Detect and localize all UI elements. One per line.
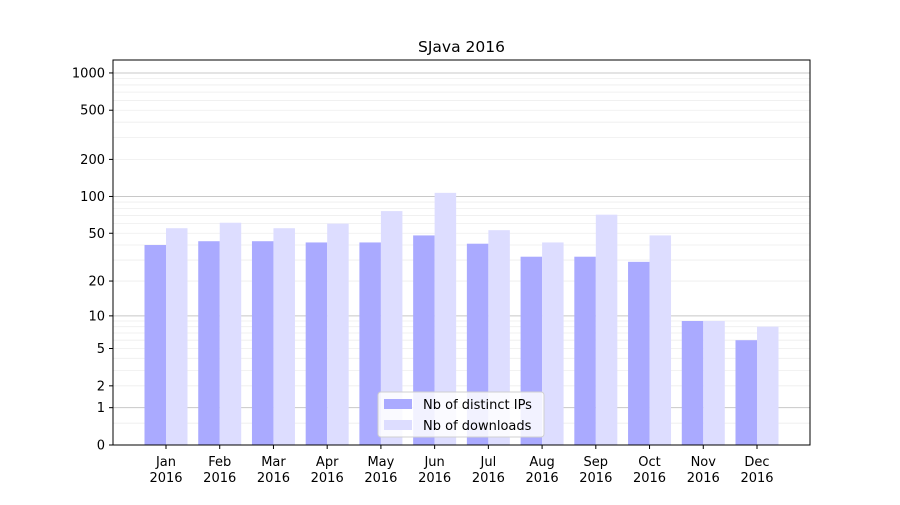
y-tick-label: 100 bbox=[80, 190, 105, 205]
y-tick-label: 50 bbox=[88, 227, 105, 242]
bar-downloads bbox=[703, 321, 725, 445]
x-tick-label: Jul 2016 bbox=[472, 455, 505, 486]
bar-downloads bbox=[434, 192, 457, 445]
y-tick-label: 5 bbox=[97, 342, 105, 357]
x-tick-label: Jun 2016 bbox=[418, 455, 451, 486]
y-tick-label: 500 bbox=[80, 104, 105, 119]
chart-title: SJava 2016 bbox=[418, 38, 505, 56]
bar-downloads bbox=[488, 230, 510, 445]
x-tick-label: Sep 2016 bbox=[579, 455, 612, 486]
x-tick-label: Oct 2016 bbox=[633, 455, 666, 486]
bar-downloads bbox=[327, 223, 349, 445]
plot-frame bbox=[112, 59, 811, 446]
bar-downloads bbox=[166, 228, 188, 445]
x-tick-label: Mar 2016 bbox=[257, 455, 290, 486]
bar-downloads bbox=[219, 222, 242, 445]
bar-downloads bbox=[595, 214, 618, 445]
y-tick-label: 10 bbox=[88, 309, 105, 324]
legend: Nb of distinct IPs Nb of downloads bbox=[377, 391, 545, 438]
x-tick-label: May 2016 bbox=[364, 455, 397, 486]
y-tick-label: 1000 bbox=[72, 66, 105, 81]
bar-ips bbox=[144, 245, 166, 445]
bar-ips bbox=[574, 256, 596, 445]
legend-label: Nb of downloads bbox=[423, 419, 532, 434]
bar-ips bbox=[628, 261, 650, 445]
x-tick-label: Dec 2016 bbox=[740, 455, 773, 486]
x-tick-label: Apr 2016 bbox=[311, 455, 344, 486]
legend-swatch bbox=[384, 420, 412, 430]
x-tick-label: Nov 2016 bbox=[687, 455, 720, 486]
x-tick-label: Feb 2016 bbox=[203, 455, 236, 486]
bar-ips bbox=[305, 242, 328, 445]
bar-ips bbox=[681, 321, 704, 445]
bar-ips bbox=[359, 242, 381, 445]
x-tick-label: Aug 2016 bbox=[526, 455, 559, 486]
y-tick-label: 20 bbox=[88, 275, 105, 290]
y-tick-label: 0 bbox=[97, 439, 105, 454]
bar-ips bbox=[251, 241, 274, 445]
bar-ips bbox=[198, 241, 220, 445]
bar-ips bbox=[735, 340, 757, 445]
bar-downloads bbox=[542, 242, 564, 445]
bar-downloads bbox=[757, 326, 779, 445]
y-tick-label: 1 bbox=[97, 401, 105, 416]
x-tick-label: Jan 2016 bbox=[149, 455, 182, 486]
bar-downloads bbox=[649, 235, 672, 445]
bar-downloads bbox=[380, 211, 403, 445]
legend-swatch bbox=[384, 399, 412, 409]
y-tick-label: 2 bbox=[97, 379, 105, 394]
bar-downloads bbox=[273, 228, 295, 445]
legend-label: Nb of distinct IPs bbox=[423, 398, 532, 413]
y-tick-label: 200 bbox=[80, 153, 105, 168]
